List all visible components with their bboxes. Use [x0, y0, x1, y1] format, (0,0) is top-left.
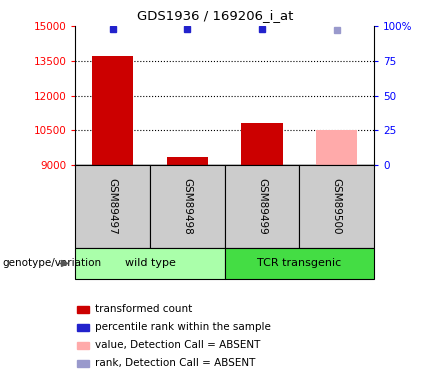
- Text: GSM89500: GSM89500: [332, 178, 342, 234]
- Text: TCR transgenic: TCR transgenic: [257, 258, 341, 268]
- Text: GDS1936 / 169206_i_at: GDS1936 / 169206_i_at: [137, 9, 293, 22]
- Text: GSM89498: GSM89498: [182, 178, 192, 235]
- Bar: [167, 157, 208, 165]
- Bar: [242, 123, 283, 165]
- Text: value, Detection Call = ABSENT: value, Detection Call = ABSENT: [95, 340, 260, 350]
- Bar: [316, 130, 357, 165]
- Text: GSM89497: GSM89497: [108, 178, 118, 235]
- Text: GSM89499: GSM89499: [257, 178, 267, 235]
- Text: wild type: wild type: [125, 258, 175, 268]
- Text: percentile rank within the sample: percentile rank within the sample: [95, 322, 270, 332]
- Text: genotype/variation: genotype/variation: [2, 258, 101, 268]
- Text: rank, Detection Call = ABSENT: rank, Detection Call = ABSENT: [95, 358, 255, 368]
- Bar: [92, 56, 133, 165]
- Text: transformed count: transformed count: [95, 304, 192, 314]
